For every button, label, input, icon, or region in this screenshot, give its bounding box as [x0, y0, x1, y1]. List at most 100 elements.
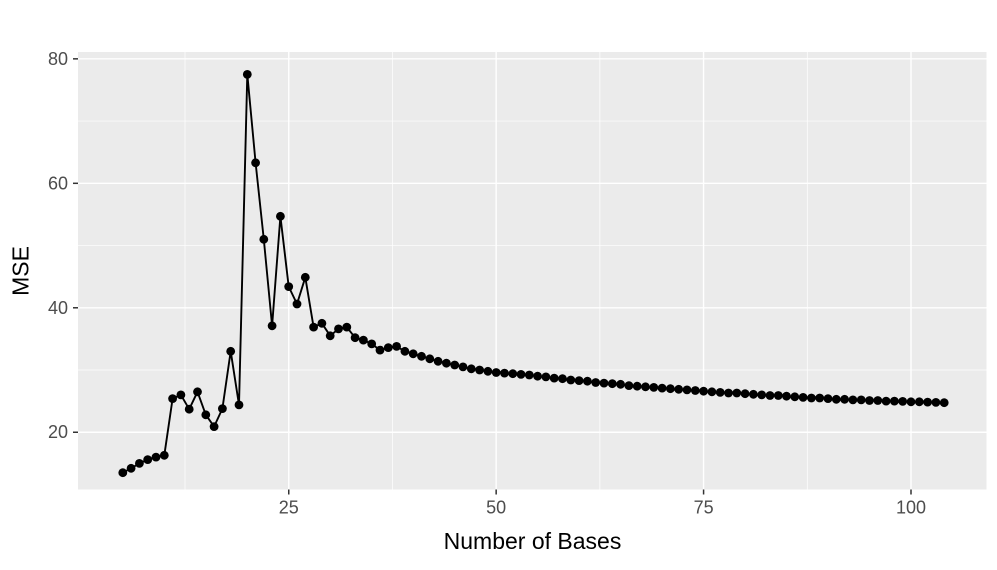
data-point [616, 379, 625, 389]
data-point [325, 331, 335, 341]
data-point [118, 468, 128, 478]
data-point [690, 386, 700, 395]
data-point [135, 459, 144, 468]
data-point [400, 346, 410, 356]
data-point [740, 389, 750, 399]
data-point [367, 339, 377, 349]
data-point [599, 378, 609, 388]
data-point [790, 392, 800, 402]
data-point [300, 272, 310, 282]
data-point [923, 397, 932, 407]
data-point [898, 397, 908, 406]
data-point [251, 158, 260, 168]
data-point [292, 299, 302, 309]
data-point [317, 318, 327, 328]
data-point [309, 322, 318, 332]
data-point [259, 234, 269, 244]
data-point [715, 388, 725, 397]
data-point [549, 373, 559, 383]
data-point [807, 393, 816, 403]
data-point [865, 396, 874, 405]
data-point [856, 395, 866, 405]
data-point [848, 395, 858, 405]
data-point [773, 391, 783, 400]
data-point [425, 354, 435, 364]
data-point [458, 362, 468, 372]
data-point [757, 390, 767, 400]
data-point [218, 404, 227, 413]
data-point [707, 387, 717, 397]
y-tick-label: 40 [48, 298, 68, 318]
data-point [732, 388, 742, 398]
data-point [815, 393, 825, 403]
data-point [890, 396, 899, 406]
data-point [649, 383, 659, 392]
data-point [433, 356, 443, 366]
data-point [798, 393, 808, 402]
data-point [442, 358, 451, 368]
data-point [641, 382, 650, 392]
data-point [674, 384, 684, 394]
data-point [782, 391, 791, 401]
data-point [234, 400, 244, 410]
data-point [724, 388, 733, 398]
data-point [823, 394, 833, 403]
data-point [566, 375, 576, 385]
data-point [375, 345, 385, 355]
data-point [607, 379, 617, 389]
data-point [491, 368, 501, 377]
data-point [840, 394, 849, 404]
data-point [524, 370, 534, 380]
data-point [143, 455, 153, 464]
data-point [831, 394, 841, 404]
x-tick-label: 100 [896, 498, 926, 518]
data-point [466, 364, 476, 374]
y-tick-label: 80 [48, 49, 68, 69]
data-point [276, 211, 285, 221]
x-tick-label: 50 [486, 498, 506, 518]
data-point [483, 366, 493, 376]
data-point [209, 422, 219, 431]
data-point [533, 371, 542, 381]
data-point [765, 391, 775, 400]
data-point [184, 404, 194, 414]
data-point [666, 384, 675, 394]
data-point [541, 372, 551, 382]
data-point [176, 390, 186, 400]
data-point [699, 386, 708, 396]
y-tick-label: 60 [48, 173, 68, 193]
y-tick-label: 20 [48, 422, 68, 442]
data-point [168, 394, 178, 403]
data-point [159, 450, 169, 460]
data-point [749, 389, 758, 399]
data-point [931, 398, 941, 407]
data-point [267, 321, 277, 331]
data-point [342, 322, 352, 332]
data-point [350, 333, 360, 343]
data-point [392, 342, 401, 351]
x-tick-label: 25 [279, 498, 299, 518]
data-point [450, 360, 460, 370]
data-point [126, 463, 136, 473]
data-point [574, 376, 584, 385]
data-point [359, 335, 368, 345]
data-point [284, 282, 294, 291]
x-axis-title: Number of Bases [443, 528, 622, 554]
panel-background [78, 52, 987, 490]
data-point [226, 346, 236, 356]
data-point [558, 374, 567, 384]
data-point [657, 383, 667, 393]
data-point [193, 387, 202, 397]
data-point [873, 396, 883, 405]
data-point [632, 381, 642, 391]
data-point [624, 381, 634, 390]
y-axis-title: MSE [7, 246, 34, 296]
data-point [383, 343, 393, 352]
data-point [939, 398, 949, 408]
data-point [201, 410, 211, 420]
data-point [682, 385, 692, 395]
data-point [151, 452, 161, 462]
data-point [881, 396, 891, 406]
data-point [914, 397, 924, 407]
